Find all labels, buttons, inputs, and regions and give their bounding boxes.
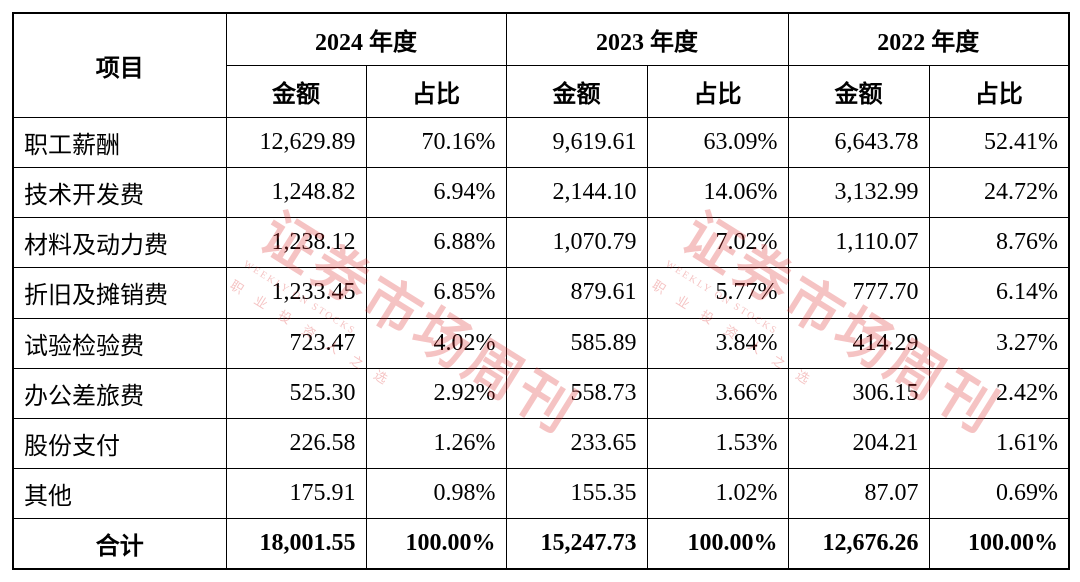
share-cell: 8.76% — [928, 217, 1070, 269]
header-item: 项目 — [12, 12, 227, 118]
share-cell: 1.61% — [928, 417, 1070, 470]
share-cell: 0.98% — [365, 468, 507, 520]
data-row: 办公差旅费 525.30 2.92% 558.73 3.66% 306.15 2.42% — [12, 367, 1070, 419]
share-cell: 63.09% — [646, 116, 789, 169]
amount-cell: 155.35 — [505, 468, 648, 520]
total-row: 合计 18,001.55 100.00% 15,247.73 100.00% 12,676… — [12, 518, 1070, 570]
row-label: 折旧及摊销费 — [12, 267, 227, 319]
amount-cell: 1,070.79 — [505, 217, 648, 269]
amount-cell: 3,132.99 — [787, 167, 930, 219]
amount-cell: 15,247.73 — [505, 518, 648, 570]
header-year: 2024 年度 — [225, 12, 507, 66]
data-row: 折旧及摊销费 1,233.45 6.85% 879.61 5.77% 777.70 6.14… — [12, 267, 1070, 319]
share-cell: 1.53% — [646, 417, 789, 470]
header-share: 占比 — [365, 64, 507, 118]
amount-cell: 1,238.12 — [225, 217, 367, 269]
share-cell: 4.02% — [365, 317, 507, 369]
share-cell: 3.27% — [928, 317, 1070, 369]
row-label: 材料及动力费 — [12, 217, 227, 269]
share-cell: 52.41% — [928, 116, 1070, 169]
share-cell: 6.88% — [365, 217, 507, 269]
header-row: 项目 2024 年度 2023 年度 2022 年度 — [12, 12, 1070, 118]
amount-cell: 12,629.89 — [225, 116, 367, 169]
amount-cell: 879.61 — [505, 267, 648, 319]
row-label: 技术开发费 — [12, 167, 227, 219]
header-amount: 金额 — [787, 64, 930, 118]
share-cell: 100.00% — [365, 518, 507, 570]
header-share: 占比 — [646, 64, 789, 118]
amount-cell: 233.65 — [505, 417, 648, 470]
amount-cell: 585.89 — [505, 317, 648, 369]
share-cell: 0.69% — [928, 468, 1070, 520]
amount-cell: 226.58 — [225, 417, 367, 470]
header-amount: 金额 — [505, 64, 648, 118]
share-cell: 1.02% — [646, 468, 789, 520]
amount-cell: 777.70 — [787, 267, 930, 319]
data-row: 股份支付 226.58 1.26% 233.65 1.53% 204.21 1.61% — [12, 417, 1070, 470]
amount-cell: 306.15 — [787, 367, 930, 419]
amount-cell: 1,110.07 — [787, 217, 930, 269]
amount-cell: 723.47 — [225, 317, 367, 369]
share-cell: 3.66% — [646, 367, 789, 419]
amount-cell: 1,248.82 — [225, 167, 367, 219]
header-year: 2022 年度 — [787, 12, 1070, 66]
amount-cell: 558.73 — [505, 367, 648, 419]
share-cell: 6.85% — [365, 267, 507, 319]
amount-cell: 175.91 — [225, 468, 367, 520]
row-label: 股份支付 — [12, 417, 227, 470]
row-label: 职工薪酬 — [12, 116, 227, 169]
subheader-row: 金额 占比 金额 占比 金额 占比 — [13, 64, 1070, 118]
expense-table: 项目 2024 年度 2023 年度 2022 年度 金额 占比 金额 占比 金… — [12, 12, 1070, 570]
amount-cell: 87.07 — [787, 468, 930, 520]
share-cell: 1.26% — [365, 417, 507, 470]
header-share: 占比 — [928, 64, 1070, 118]
data-row: 技术开发费 1,248.82 6.94% 2,144.10 14.06% 3,132.99… — [12, 167, 1070, 219]
data-row: 材料及动力费 1,238.12 6.88% 1,070.79 7.02% 1,110.07… — [12, 217, 1070, 269]
share-cell: 7.02% — [646, 217, 789, 269]
amount-cell: 2,144.10 — [505, 167, 648, 219]
share-cell: 5.77% — [646, 267, 789, 319]
row-label: 办公差旅费 — [12, 367, 227, 419]
amount-cell: 525.30 — [225, 367, 367, 419]
row-label: 合计 — [12, 518, 227, 570]
table-body: 项目 2024 年度 2023 年度 2022 年度 金额 占比 金额 占比 金… — [12, 12, 1070, 570]
row-label: 其他 — [12, 468, 227, 520]
data-row: 试验检验费 723.47 4.02% 585.89 3.84% 414.29 3.27% — [12, 317, 1070, 369]
header-amount: 金额 — [225, 64, 367, 118]
header-year: 2023 年度 — [505, 12, 789, 66]
data-row: 其他 175.91 0.98% 155.35 1.02% 87.07 0.69% — [12, 468, 1070, 520]
row-label: 试验检验费 — [12, 317, 227, 369]
share-cell: 100.00% — [646, 518, 789, 570]
share-cell: 14.06% — [646, 167, 789, 219]
share-cell: 2.42% — [928, 367, 1070, 419]
amount-cell: 414.29 — [787, 317, 930, 369]
share-cell: 70.16% — [365, 116, 507, 169]
amount-cell: 9,619.61 — [505, 116, 648, 169]
share-cell: 24.72% — [928, 167, 1070, 219]
share-cell: 6.94% — [365, 167, 507, 219]
data-row: 职工薪酬 12,629.89 70.16% 9,619.61 63.09% 6,643.7… — [12, 116, 1070, 169]
amount-cell: 12,676.26 — [787, 518, 930, 570]
share-cell: 2.92% — [365, 367, 507, 419]
share-cell: 100.00% — [928, 518, 1070, 570]
share-cell: 6.14% — [928, 267, 1070, 319]
amount-cell: 1,233.45 — [225, 267, 367, 319]
share-cell: 3.84% — [646, 317, 789, 369]
amount-cell: 204.21 — [787, 417, 930, 470]
amount-cell: 6,643.78 — [787, 116, 930, 169]
amount-cell: 18,001.55 — [225, 518, 367, 570]
